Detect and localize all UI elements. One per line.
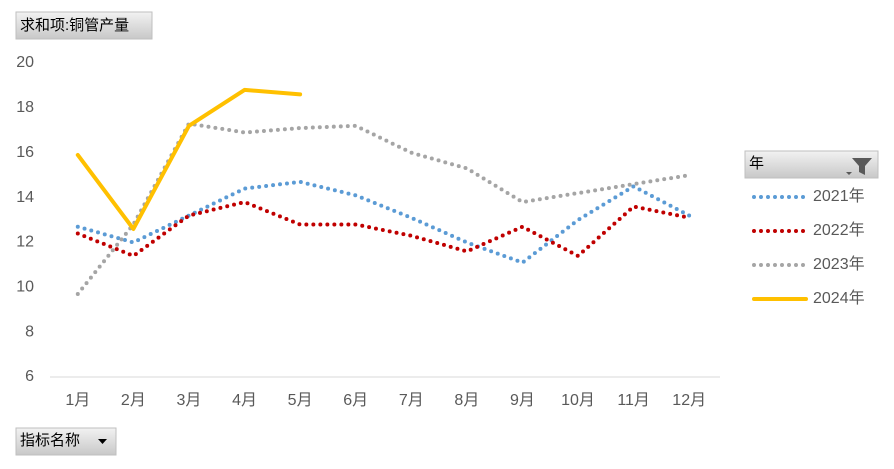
axis-field-label: 指标名称 [20,432,80,449]
button-bg [15,11,153,40]
x-tick-label: 11月 [617,392,650,409]
legend-label: 2022年 [813,221,865,239]
series-line [75,199,692,259]
y-tick-label: 14 [16,189,34,206]
x-tick-label: 6月 [343,392,368,409]
x-tick-label: 5月 [288,392,313,409]
x-tick-label: 2月 [121,392,146,409]
y-tick-label: 18 [16,99,34,116]
y-tick-label: 12 [16,234,34,251]
x-tick-label: 3月 [177,392,202,409]
series-line [75,121,692,297]
chart-title: 求和项:铜管产量 [20,17,129,34]
filter-icon [846,158,872,175]
x-tick-label: 4月 [232,392,257,409]
value-field-button[interactable]: 求和项:铜管产量 [15,11,153,40]
x-tick-label: 9月 [510,392,535,409]
y-tick-label: 8 [25,323,34,340]
x-tick-label: 10月 [561,392,595,409]
legend-label: 2021年 [813,187,865,205]
legend-label: 2024年 [813,289,865,307]
y-tick-label: 20 [16,54,34,71]
axis-field-button[interactable]: 指标名称 [15,427,117,456]
y-tick-label: 10 [16,279,34,296]
y-tick-label: 6 [25,368,34,385]
series-line [75,87,303,231]
button-bg [744,150,879,179]
dropdown-icon [98,439,107,444]
button-bg [15,427,117,456]
legend-field-button[interactable]: 年 [744,150,879,179]
legend-label: 2023年 [813,255,865,273]
x-tick-label: 1月 [65,392,90,409]
legend-title: 年 [749,155,764,172]
x-tick-label: 8月 [454,392,479,409]
y-tick-label: 16 [16,144,34,161]
series-line [75,179,692,265]
x-tick-label: 12月 [672,392,706,409]
x-tick-label: 7月 [399,392,424,409]
